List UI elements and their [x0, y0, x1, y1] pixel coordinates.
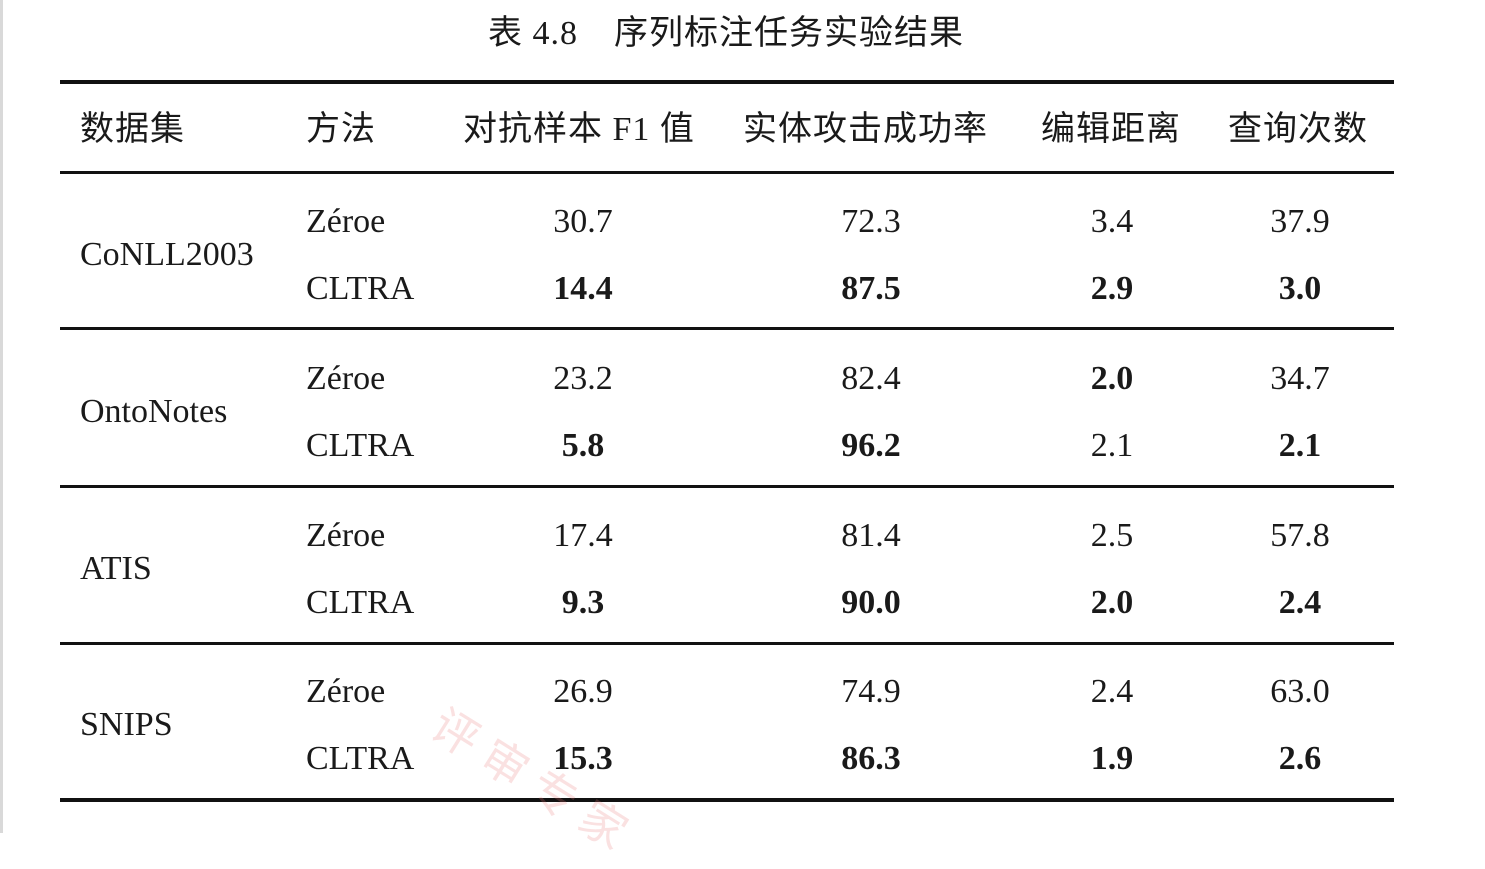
value-success-rate: 81.4 [841, 517, 901, 554]
header-edit-distance: 编辑距离 [1041, 111, 1181, 148]
value-query-count: 2.1 [1278, 427, 1322, 464]
value-edit-distance: 2.5 [1090, 517, 1134, 554]
value-edit-distance: 3.4 [1090, 203, 1134, 240]
method-label: CLTRA [306, 740, 415, 777]
group-rule-2 [60, 485, 1394, 488]
table-caption: 表 4.8 序列标注任务实验结果 [0, 10, 1452, 58]
dataset-label: ATIS [80, 550, 152, 587]
header-rule [60, 171, 1394, 174]
value-f1: 30.7 [553, 203, 613, 240]
value-f1: 9.3 [561, 584, 605, 621]
dataset-label: CoNLL2003 [80, 236, 254, 273]
method-label: Zéroe [306, 517, 386, 554]
value-edit-distance: 1.9 [1090, 740, 1134, 777]
method-label: CLTRA [306, 427, 415, 464]
dataset-label: OntoNotes [80, 393, 228, 430]
value-success-rate: 87.5 [841, 270, 901, 307]
header-query-count: 查询次数 [1228, 111, 1368, 148]
value-query-count: 3.0 [1278, 270, 1322, 307]
page-left-edge [0, 0, 3, 833]
value-f1: 15.3 [553, 740, 613, 777]
group-rule-1 [60, 327, 1394, 330]
watermark: 评审专家 [421, 697, 647, 867]
value-query-count: 34.7 [1270, 360, 1330, 397]
method-label: CLTRA [306, 270, 415, 307]
value-query-count: 57.8 [1270, 517, 1330, 554]
value-success-rate: 86.3 [841, 740, 901, 777]
value-f1: 5.8 [561, 427, 605, 464]
value-success-rate: 74.9 [841, 673, 901, 710]
value-edit-distance: 2.1 [1090, 427, 1134, 464]
header-success-rate: 实体攻击成功率 [743, 111, 988, 148]
header-method: 方法 [306, 111, 376, 148]
method-label: CLTRA [306, 584, 415, 621]
value-success-rate: 72.3 [841, 203, 901, 240]
value-query-count: 2.4 [1278, 584, 1322, 621]
method-label: Zéroe [306, 360, 386, 397]
value-edit-distance: 2.0 [1090, 584, 1134, 621]
header-dataset: 数据集 [80, 111, 185, 148]
top-rule [60, 80, 1394, 84]
table-title: 序列标注任务实验结果 [614, 15, 964, 52]
dataset-label: SNIPS [80, 706, 173, 743]
value-query-count: 63.0 [1270, 673, 1330, 710]
value-f1: 23.2 [553, 360, 613, 397]
method-label: Zéroe [306, 203, 386, 240]
value-f1: 26.9 [553, 673, 613, 710]
value-edit-distance: 2.9 [1090, 270, 1134, 307]
value-f1: 17.4 [553, 517, 613, 554]
method-label: Zéroe [306, 673, 386, 710]
value-success-rate: 82.4 [841, 360, 901, 397]
value-success-rate: 90.0 [841, 584, 901, 621]
value-f1: 14.4 [553, 270, 613, 307]
group-rule-3 [60, 642, 1394, 645]
header-f1: 对抗样本 F1 值 [463, 111, 695, 148]
value-query-count: 37.9 [1270, 203, 1330, 240]
value-edit-distance: 2.0 [1090, 360, 1134, 397]
value-success-rate: 96.2 [841, 427, 901, 464]
table-number: 表 4.8 [488, 15, 578, 52]
value-edit-distance: 2.4 [1090, 673, 1134, 710]
bottom-rule [60, 798, 1394, 802]
value-query-count: 2.6 [1278, 740, 1322, 777]
